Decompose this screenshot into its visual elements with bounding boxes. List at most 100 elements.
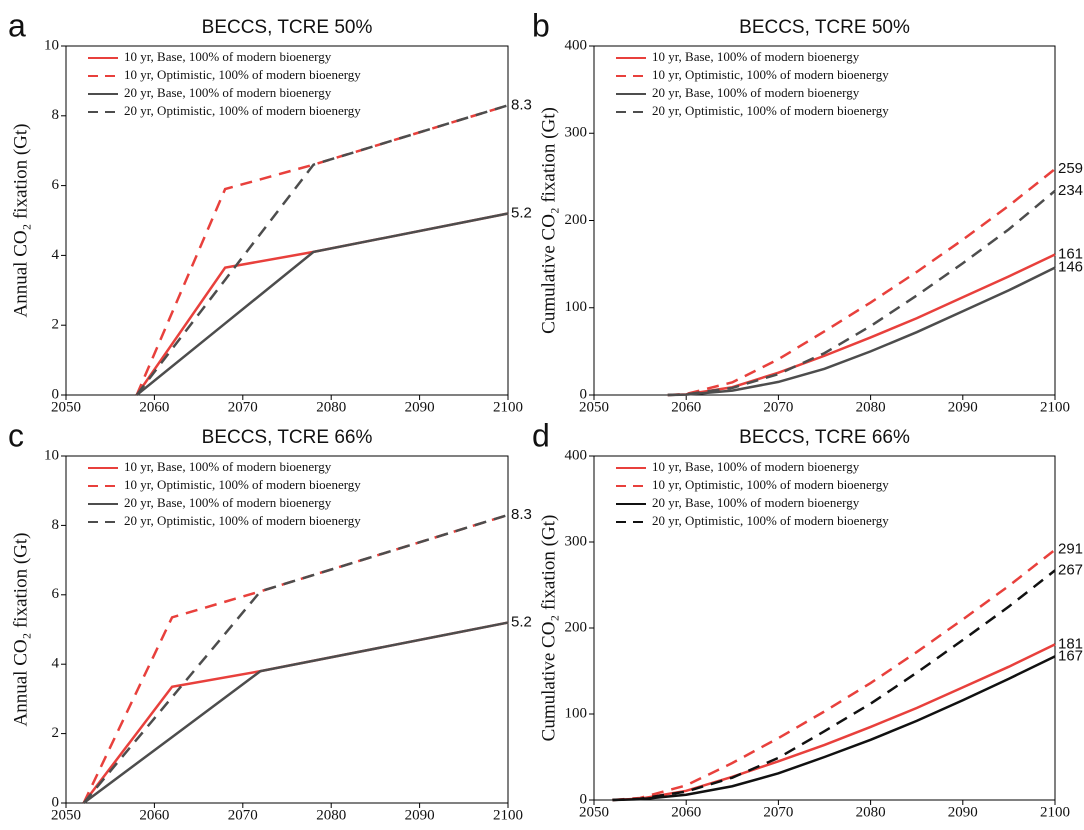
y-tick-label: 200 (565, 619, 588, 635)
y-tick-label: 6 (52, 586, 60, 602)
end-value-label: 181 (1058, 635, 1083, 652)
x-tick-label: 2060 (139, 807, 169, 823)
series-line (667, 168, 1056, 397)
y-tick-label: 200 (565, 212, 588, 228)
chart-title: BECCS, TCRE 66% (739, 427, 910, 448)
legend-label: 20 yr, Base, 100% of modern bioenergy (652, 495, 860, 510)
end-value-label: 8.3 (511, 506, 532, 523)
x-tick-label: 2090 (948, 399, 978, 415)
series-line (135, 104, 509, 396)
y-tick-label: 400 (565, 37, 588, 53)
legend-label: 20 yr, Base, 100% of modern bioenergy (652, 85, 860, 100)
plot-frame (65, 455, 509, 804)
end-value-label: 161 (1058, 245, 1083, 262)
x-tick-label: 2070 (763, 399, 793, 415)
end-value-label: 8.3 (511, 96, 532, 113)
legend-label: 20 yr, Optimistic, 100% of modern bioene… (652, 513, 889, 528)
y-axis-label: Cumulative CO₂ fixation (Gt) (538, 515, 559, 742)
end-value-label: 234 (1058, 182, 1083, 199)
series-line (135, 212, 509, 396)
legend-label: 10 yr, Base, 100% of modern bioenergy (124, 459, 332, 474)
legend-label: 10 yr, Base, 100% of modern bioenergy (652, 459, 860, 474)
series-line (667, 253, 1056, 397)
series-line (667, 189, 1056, 397)
x-tick-label: 2080 (856, 804, 886, 820)
x-tick-label: 2090 (948, 804, 978, 820)
chart-title: BECCS, TCRE 50% (202, 17, 373, 38)
y-tick-label: 0 (52, 794, 60, 810)
x-tick-label: 2050 (51, 807, 81, 823)
legend-label: 20 yr, Base, 100% of modern bioenergy (124, 495, 332, 510)
x-tick-label: 2050 (579, 804, 609, 820)
legend-label: 10 yr, Optimistic, 100% of modern bioene… (124, 477, 361, 492)
x-tick-label: 2080 (316, 399, 346, 415)
panel-letter: d (532, 417, 550, 453)
x-tick-label: 2050 (579, 399, 609, 415)
x-tick-label: 2050 (51, 399, 81, 415)
legend-label: 10 yr, Optimistic, 100% of modern bioene… (124, 67, 361, 82)
plot-frame (593, 45, 1056, 396)
series-line (667, 266, 1056, 397)
x-tick-label: 2100 (1040, 399, 1070, 415)
y-axis-label: Annual CO₂ fixation (Gt) (10, 533, 31, 727)
chart-title: BECCS, TCRE 66% (202, 427, 373, 448)
y-tick-label: 10 (44, 447, 59, 463)
x-tick-label: 2070 (763, 804, 793, 820)
end-value-label: 267 (1058, 561, 1083, 578)
legend-label: 20 yr, Optimistic, 100% of modern bioene… (124, 103, 361, 118)
x-tick-label: 2090 (405, 399, 435, 415)
legend-label: 10 yr, Optimistic, 100% of modern bioene… (652, 477, 889, 492)
end-value-label: 5.2 (511, 614, 532, 631)
legend-label: 20 yr, Base, 100% of modern bioenergy (124, 85, 332, 100)
y-tick-label: 400 (565, 447, 588, 463)
legend-label: 10 yr, Base, 100% of modern bioenergy (124, 49, 332, 64)
plot-frame (593, 455, 1056, 801)
series-line (135, 212, 509, 396)
series-line (612, 655, 1056, 802)
x-tick-label: 2070 (228, 399, 258, 415)
y-tick-label: 0 (52, 386, 60, 402)
panel-letter: c (8, 417, 24, 453)
end-value-label: 5.2 (511, 204, 532, 221)
x-tick-label: 2090 (405, 807, 435, 823)
y-tick-label: 4 (52, 247, 60, 263)
y-tick-label: 10 (44, 37, 59, 53)
plot-frame (65, 45, 509, 396)
panel-letter: a (8, 7, 26, 43)
y-tick-label: 100 (565, 299, 588, 315)
x-tick-label: 2080 (856, 399, 886, 415)
series-line (612, 569, 1056, 802)
x-tick-label: 2060 (139, 399, 169, 415)
legend-label: 20 yr, Optimistic, 100% of modern bioene… (652, 103, 889, 118)
legend-label: 20 yr, Optimistic, 100% of modern bioene… (124, 513, 361, 528)
y-axis-label: Cumulative CO₂ fixation (Gt) (538, 107, 559, 334)
y-tick-label: 300 (565, 533, 588, 549)
series-line (82, 621, 509, 804)
chart-title: BECCS, TCRE 50% (739, 17, 910, 38)
end-value-label: 146 (1058, 259, 1083, 276)
y-axis-label: Annual CO₂ fixation (Gt) (10, 124, 31, 318)
x-tick-label: 2100 (493, 399, 523, 415)
end-value-label: 259 (1058, 160, 1083, 177)
y-tick-label: 0 (580, 386, 588, 402)
y-tick-label: 0 (580, 791, 588, 807)
y-tick-label: 4 (52, 656, 60, 672)
y-tick-label: 100 (565, 705, 588, 721)
x-tick-label: 2060 (671, 399, 701, 415)
y-tick-label: 8 (52, 107, 60, 123)
series-line (82, 513, 509, 804)
series-line (612, 643, 1056, 802)
legend-label: 10 yr, Base, 100% of modern bioenergy (652, 49, 860, 64)
x-tick-label: 2080 (316, 807, 346, 823)
panel-letter: b (532, 7, 550, 43)
y-tick-label: 2 (52, 725, 60, 741)
end-value-label: 291 (1058, 541, 1083, 558)
legend-label: 10 yr, Optimistic, 100% of modern bioene… (652, 67, 889, 82)
x-tick-label: 2100 (1040, 804, 1070, 820)
x-tick-label: 2060 (671, 804, 701, 820)
series-line (82, 621, 509, 805)
x-tick-label: 2070 (228, 807, 258, 823)
y-tick-label: 8 (52, 517, 60, 533)
series-line (82, 513, 509, 804)
